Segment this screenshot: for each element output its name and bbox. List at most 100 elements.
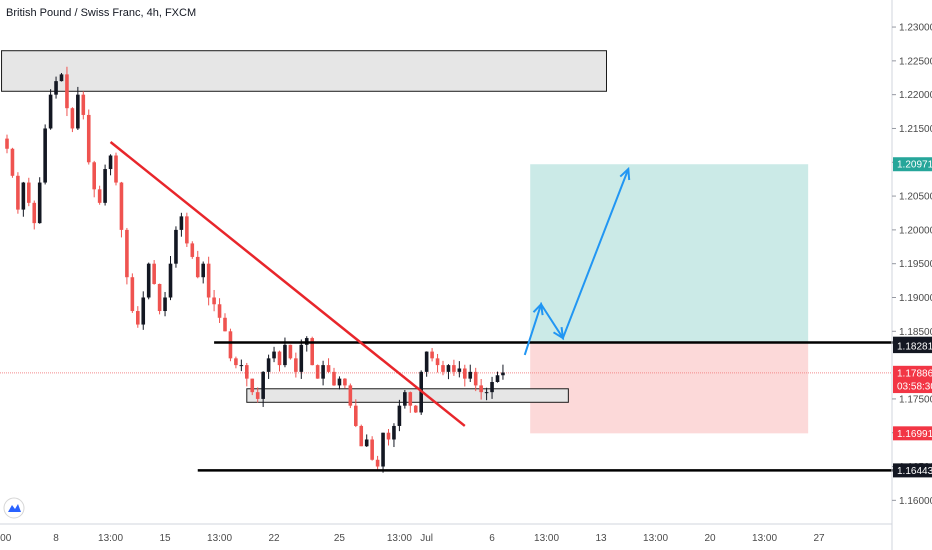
candle-body xyxy=(103,169,107,203)
candle-body xyxy=(435,358,440,366)
projection-arrowhead xyxy=(532,302,544,316)
candle-body xyxy=(250,378,255,393)
candle-body xyxy=(294,358,298,372)
projection-arrowhead xyxy=(552,327,565,340)
candle-body xyxy=(212,297,216,305)
candle xyxy=(473,367,478,392)
tradingview-logo-icon[interactable] xyxy=(3,497,25,519)
time-tick-label: 13:00 xyxy=(98,533,123,544)
candle xyxy=(381,432,385,473)
candle xyxy=(435,353,440,373)
candle-body xyxy=(97,189,102,203)
price-tag-label: 1.17886 xyxy=(897,368,932,379)
candle-body xyxy=(130,277,135,312)
candle-body xyxy=(179,216,184,230)
time-tick-label: 6 xyxy=(489,533,495,544)
candle-body xyxy=(452,365,456,372)
candle-body xyxy=(206,263,211,298)
drawing-lines xyxy=(109,141,907,472)
candle-body xyxy=(141,297,146,325)
candle xyxy=(337,376,342,390)
candle-body xyxy=(70,108,75,129)
candle xyxy=(299,339,304,379)
candle-body xyxy=(326,365,331,372)
time-tick-label: 8 xyxy=(53,533,59,544)
candle xyxy=(490,376,494,399)
price-tag-label: 03:58:30 xyxy=(897,382,932,393)
candle-body xyxy=(65,74,69,109)
candle-body xyxy=(441,365,445,372)
candle xyxy=(321,360,325,386)
candle xyxy=(92,160,96,198)
candle-body xyxy=(490,382,494,393)
candle-body xyxy=(386,432,391,440)
candle-body xyxy=(59,74,64,82)
price-tag-box xyxy=(893,379,932,394)
drawing-zones xyxy=(0,50,892,434)
time-tick-label: 13:00 xyxy=(387,533,412,544)
price-tick-label: 1.21500 xyxy=(899,124,932,135)
price-tick-label: 1.20500 xyxy=(899,192,932,203)
candle-body xyxy=(266,358,271,372)
candle xyxy=(168,255,173,301)
candle-body xyxy=(446,365,451,372)
price-tag-box xyxy=(893,463,932,478)
candle-body xyxy=(283,344,287,366)
price-tick-label: 1.18500 xyxy=(899,327,932,338)
candle xyxy=(348,383,353,409)
projection-path xyxy=(523,168,630,356)
candle-body xyxy=(261,371,265,399)
candle-body xyxy=(403,392,407,406)
candle xyxy=(501,364,505,380)
candle xyxy=(103,164,107,206)
candle xyxy=(446,364,451,380)
candle xyxy=(403,389,407,409)
candle xyxy=(397,399,402,432)
candle xyxy=(272,346,276,363)
candle-body xyxy=(381,432,385,467)
candle-body xyxy=(484,392,489,394)
candle xyxy=(37,177,42,224)
candle xyxy=(452,359,456,376)
support-zone xyxy=(246,388,569,403)
candle-body xyxy=(92,162,96,190)
price-tag: 03:58:30 xyxy=(893,379,932,394)
candle xyxy=(304,336,309,352)
candle xyxy=(21,181,26,217)
time-tick-label: 15 xyxy=(159,533,171,544)
candle-body xyxy=(397,405,402,426)
candle xyxy=(65,66,69,117)
candle xyxy=(119,181,124,238)
candle xyxy=(195,250,200,279)
candle-body xyxy=(21,182,26,210)
time-tick-label: 25 xyxy=(334,533,346,544)
candle xyxy=(441,360,445,376)
price-tag-box xyxy=(893,365,932,380)
candle-body xyxy=(348,385,353,406)
price-tag-box xyxy=(893,157,932,172)
time-tick-label: 13 xyxy=(595,533,607,544)
trend-line xyxy=(109,141,466,427)
candle-body xyxy=(255,392,260,399)
candle-body xyxy=(146,263,151,298)
candle xyxy=(48,89,53,130)
candle xyxy=(97,185,102,205)
candle-body xyxy=(48,94,53,129)
candle-body xyxy=(201,263,205,278)
candle-body xyxy=(495,375,500,383)
candle-body xyxy=(119,182,124,230)
candle-body xyxy=(152,263,156,284)
candle-body xyxy=(195,256,200,278)
candle-body xyxy=(10,148,15,176)
candle-body xyxy=(16,175,20,210)
time-tick-label: 13:00 xyxy=(207,533,232,544)
candle-body xyxy=(413,405,418,413)
candlestick-series xyxy=(5,66,505,473)
candle xyxy=(424,351,429,377)
candle-body xyxy=(54,81,58,95)
candle xyxy=(408,391,413,413)
candle xyxy=(174,226,178,268)
price-tick-label: 1.22000 xyxy=(899,90,932,101)
candle-body xyxy=(125,229,129,278)
